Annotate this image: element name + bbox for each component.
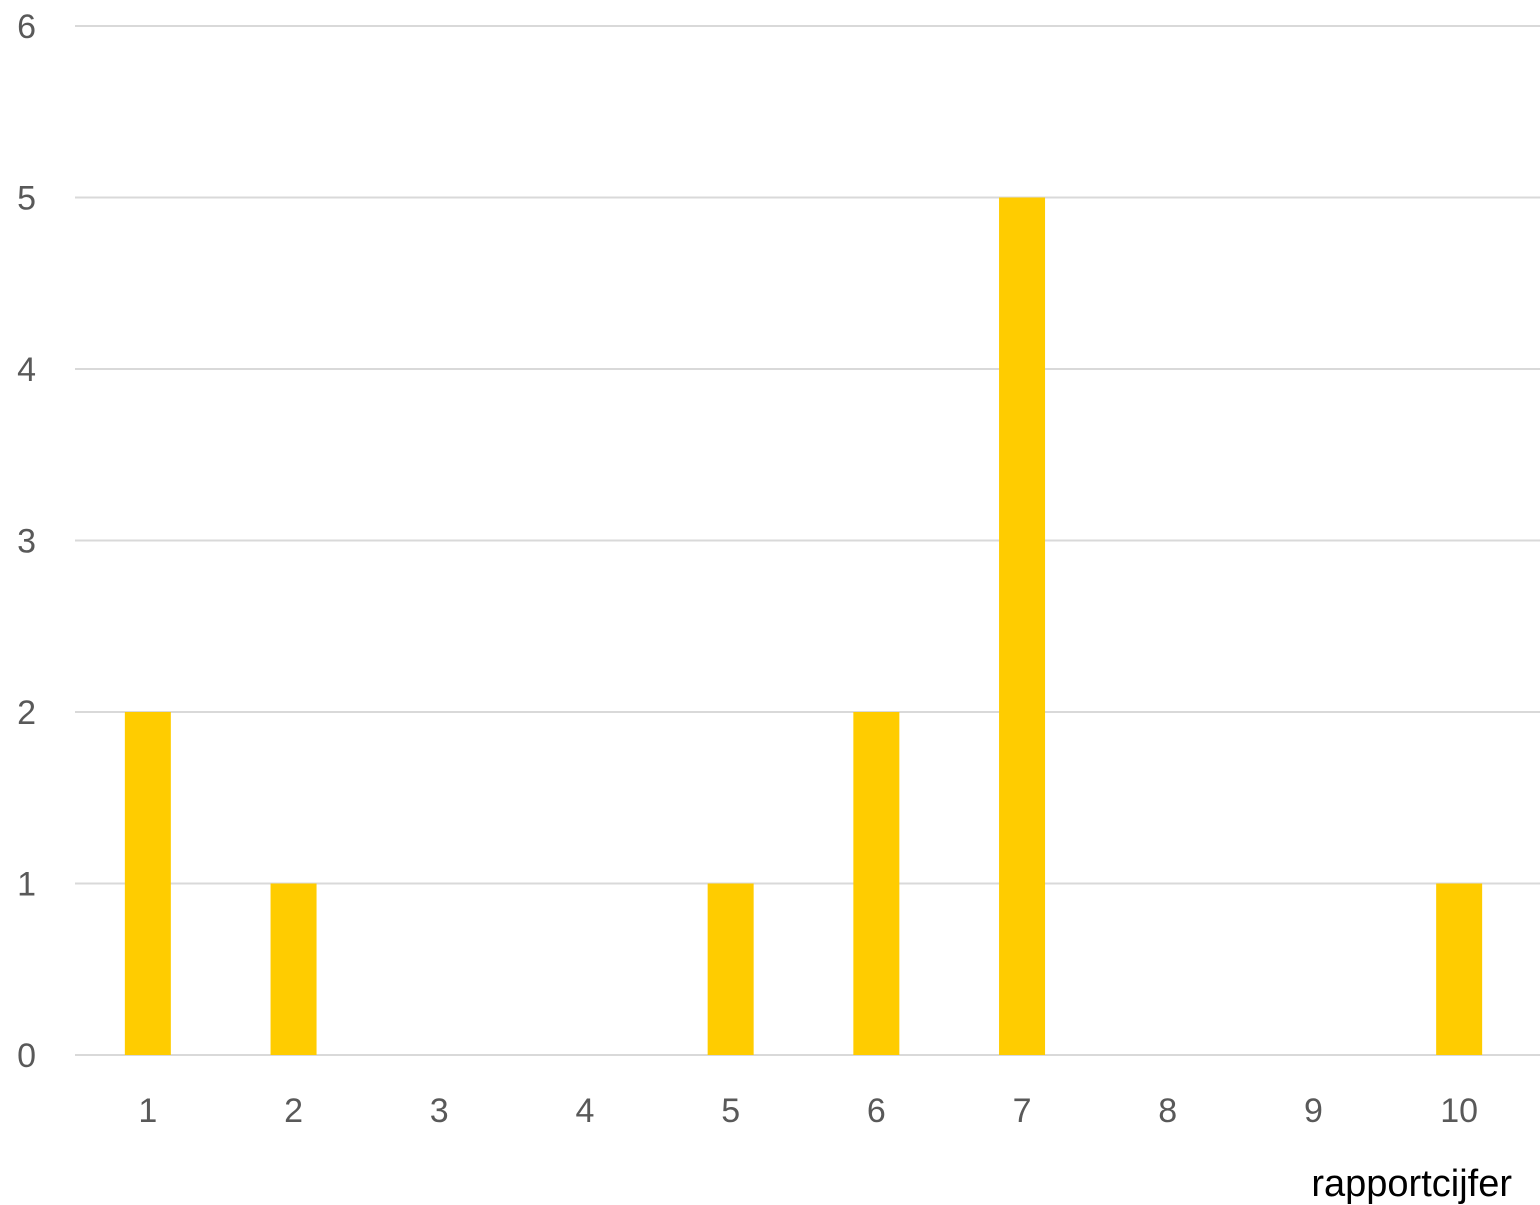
bar-2 xyxy=(270,883,317,1055)
x-tick-label: 1 xyxy=(138,1092,157,1130)
y-axis-ticks: 0 1 2 3 4 5 6 xyxy=(17,8,36,1075)
x-axis-label: rapportcijfer xyxy=(1311,1163,1512,1205)
y-tick-label: 5 xyxy=(17,180,36,218)
bars xyxy=(124,197,1483,1055)
bar-1 xyxy=(124,712,171,1055)
y-tick-label: 3 xyxy=(17,523,36,561)
y-tick-label: 0 xyxy=(17,1037,36,1075)
x-tick-label: 8 xyxy=(1158,1092,1177,1130)
gridlines xyxy=(75,25,1540,1056)
x-tick-label: 3 xyxy=(430,1092,449,1130)
x-tick-label: 10 xyxy=(1440,1092,1478,1130)
x-tick-label: 2 xyxy=(284,1092,303,1130)
y-tick-label: 4 xyxy=(17,351,36,389)
bar-10 xyxy=(1436,883,1483,1055)
y-tick-label: 6 xyxy=(17,8,36,46)
x-axis-ticks: 1 2 3 4 5 6 7 8 9 10 xyxy=(138,1092,1478,1130)
x-tick-label: 4 xyxy=(575,1092,594,1130)
x-tick-label: 9 xyxy=(1304,1092,1323,1130)
bar-6 xyxy=(853,712,900,1055)
x-tick-label: 7 xyxy=(1013,1092,1032,1130)
bar-7 xyxy=(999,197,1046,1055)
bar-5 xyxy=(707,883,754,1055)
x-tick-label: 6 xyxy=(867,1092,886,1130)
y-tick-label: 1 xyxy=(17,866,36,904)
y-tick-label: 2 xyxy=(17,694,36,732)
x-tick-label: 5 xyxy=(721,1092,740,1130)
